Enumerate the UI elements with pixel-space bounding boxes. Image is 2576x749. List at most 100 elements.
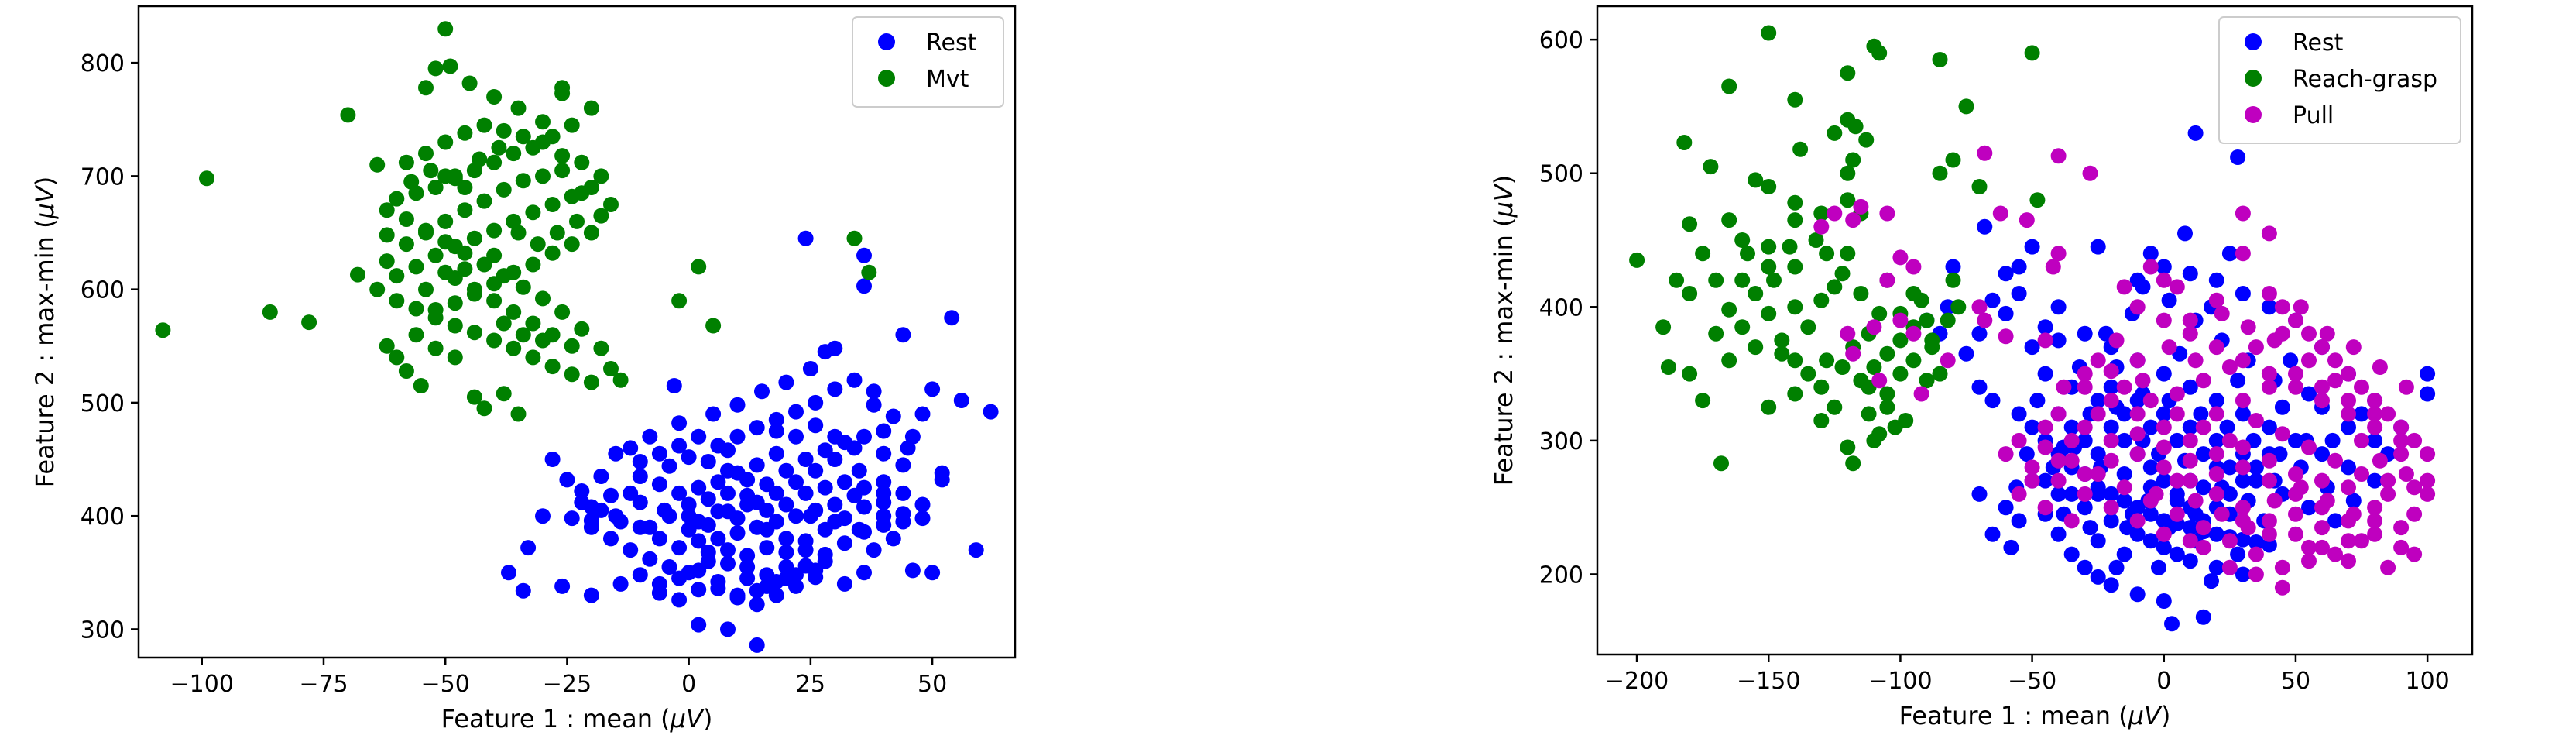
point-reach-grasp [1721, 301, 1737, 318]
point-pull [2221, 359, 2238, 375]
point-pull [2288, 466, 2303, 482]
legend-marker [878, 70, 895, 87]
point-pull [2077, 366, 2093, 382]
point-mvt [457, 125, 473, 141]
point-rest [2261, 537, 2277, 553]
point-rest [914, 510, 931, 527]
point-pull [2261, 452, 2277, 469]
point-mvt [466, 230, 482, 246]
point-rest [700, 517, 716, 533]
point-reach-grasp [1834, 359, 1851, 375]
point-mvt [437, 134, 454, 150]
point-pull [2367, 526, 2383, 542]
point-pull [2063, 432, 2080, 448]
point-rest [914, 406, 931, 422]
point-pull [2240, 319, 2256, 335]
point-reach-grasp [1924, 339, 1940, 356]
point-rest [501, 565, 516, 581]
point-reach-grasp [1748, 286, 1764, 301]
point-rest [1971, 325, 1988, 342]
point-pull [2129, 446, 2146, 462]
point-mvt [515, 173, 531, 189]
point-rest [768, 485, 784, 501]
point-pull [2420, 446, 2436, 462]
point-mvt [369, 156, 386, 173]
point-rest [788, 567, 804, 583]
point-rest [642, 551, 658, 567]
y-tick-label: 300 [1539, 428, 1583, 455]
point-rest [788, 404, 804, 420]
point-mvt [427, 247, 444, 263]
point-mvt [705, 318, 722, 334]
point-pull [2129, 406, 2146, 422]
point-rest [2177, 225, 2193, 242]
point-mvt [486, 247, 503, 263]
point-pull [2090, 406, 2106, 422]
point-reach-grasp [1734, 319, 1751, 335]
point-pull [2024, 459, 2040, 476]
point-rest [827, 381, 843, 397]
point-rest [759, 521, 775, 538]
point-rest [710, 580, 726, 596]
point-pull [2011, 486, 2027, 502]
point-rest [2208, 432, 2224, 448]
point-rest [768, 411, 784, 428]
point-pull [2274, 559, 2290, 575]
point-pull [2129, 426, 2146, 442]
point-mvt [413, 378, 429, 393]
point-rest [691, 617, 707, 633]
x-tick-label: −100 [1868, 668, 1932, 695]
legend-marker [2245, 33, 2262, 50]
point-mvt [671, 293, 688, 309]
point-pull [2380, 559, 2396, 575]
point-rest [739, 570, 756, 586]
point-pull [2156, 459, 2172, 476]
point-rest [2050, 299, 2067, 315]
point-rest [710, 438, 726, 454]
point-pull [1977, 312, 1993, 328]
point-reach-grasp [1748, 172, 1764, 188]
point-reach-grasp [1866, 359, 1882, 375]
x-tick-label: −50 [2008, 668, 2056, 695]
point-rest [2161, 292, 2177, 308]
point-reach-grasp [1787, 194, 1803, 211]
point-mvt [457, 180, 473, 195]
point-rest [885, 531, 901, 547]
point-pull [2090, 466, 2106, 482]
x-tick-label: 100 [2406, 668, 2450, 695]
point-rest [836, 435, 852, 451]
point-pull [2327, 352, 2343, 369]
point-reach-grasp [1629, 252, 1645, 268]
point-rest [817, 442, 833, 459]
point-pull [2354, 533, 2369, 549]
point-rest [2077, 325, 2093, 342]
point-rest [2024, 339, 2040, 356]
point-pull [2208, 486, 2224, 502]
point-mvt [612, 372, 629, 388]
point-rest [642, 428, 658, 445]
point-reach-grasp [1655, 319, 1672, 335]
point-pull [1827, 205, 1843, 222]
point-rest [651, 575, 667, 592]
point-pull [2327, 452, 2343, 469]
point-pull [2341, 553, 2356, 569]
point-rest [2261, 299, 2277, 315]
point-pull [2208, 466, 2224, 482]
point-rest [739, 559, 756, 575]
point-pull [2169, 386, 2185, 402]
points-layer [1629, 25, 2436, 632]
point-pull [2345, 339, 2362, 356]
point-pull [2301, 439, 2317, 455]
point-rest [671, 415, 688, 431]
point-pull [2341, 533, 2356, 549]
point-rest [2341, 419, 2356, 435]
point-rest [2195, 479, 2211, 496]
point-mvt [486, 276, 503, 292]
point-reach-grasp [1840, 246, 1856, 262]
x-axis-label: Feature 1 : mean (μV) [1899, 701, 2171, 730]
point-rest [749, 637, 765, 653]
point-rest [759, 540, 775, 556]
point-mvt [525, 349, 541, 366]
point-reach-grasp [1905, 352, 1922, 369]
point-rest [817, 521, 833, 538]
